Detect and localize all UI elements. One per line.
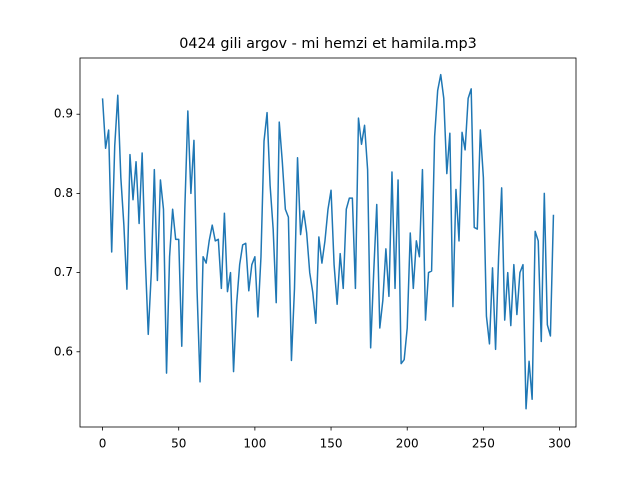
y-tick-label: 0.8	[54, 186, 73, 200]
x-tick-label: 0	[99, 437, 107, 451]
x-tick-label: 250	[472, 437, 495, 451]
chart-title: 0424 gili argov - mi hemzi et hamila.mp3	[179, 36, 477, 52]
data-line	[101, 73, 555, 410]
y-tick-label: 0.6	[54, 344, 73, 358]
x-tick-label: 100	[243, 437, 266, 451]
y-tick-label: 0.7	[54, 265, 73, 279]
x-tick-label: 50	[171, 437, 186, 451]
axes-frame	[79, 57, 577, 428]
y-tick-label: 0.9	[54, 107, 73, 121]
x-tick-label: 200	[396, 437, 419, 451]
x-tick-label: 300	[548, 437, 571, 451]
x-tick-label: 150	[320, 437, 343, 451]
